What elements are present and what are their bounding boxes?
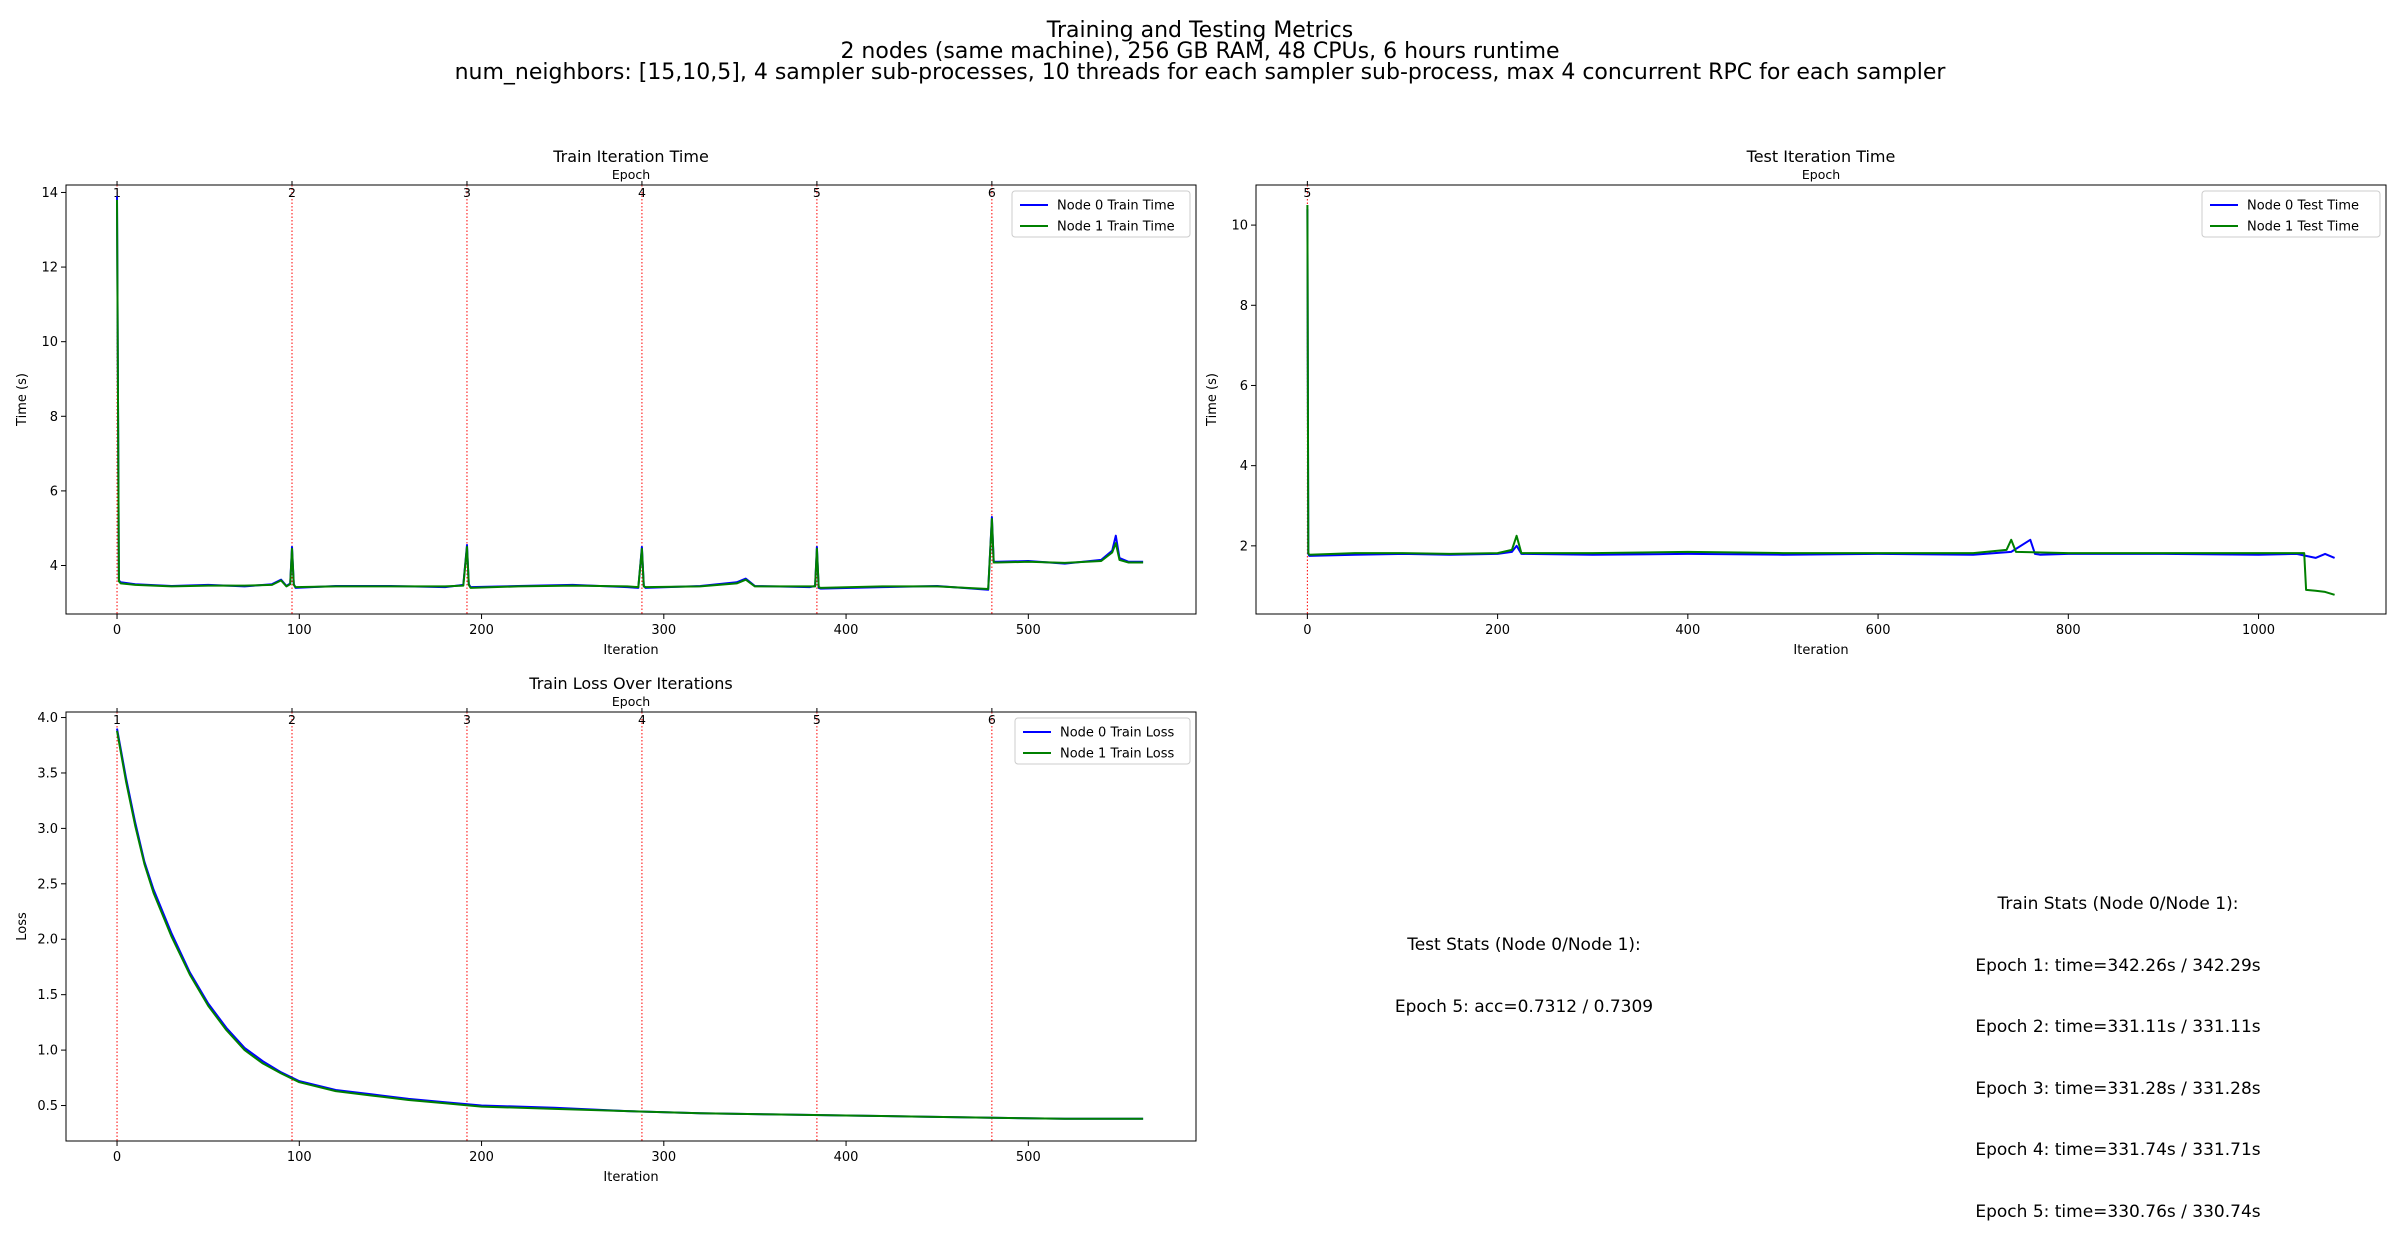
- x-tick-label: 300: [651, 623, 676, 638]
- epoch-marker-label: 6: [988, 712, 996, 727]
- y-tick-label: 0.5: [37, 1099, 58, 1114]
- x-axis-label: Iteration: [603, 643, 658, 658]
- x-tick-label: 400: [834, 623, 859, 638]
- y-tick-label: 4.0: [37, 711, 58, 726]
- epoch-marker-label: 3: [463, 185, 471, 200]
- x-axis-label: Iteration: [603, 1170, 658, 1185]
- y-tick-label: 2: [1240, 539, 1248, 554]
- x-tick-label: 0: [113, 1150, 121, 1165]
- y-tick-label: 14: [41, 186, 58, 201]
- chart-title: Test Iteration Time: [1746, 147, 1896, 166]
- suptitle-line-3: num_neighbors: [15,10,5], 4 sampler sub-…: [454, 60, 1946, 85]
- suptitle-line-1: Training and Testing Metrics: [1046, 18, 1354, 43]
- epoch-marker-label: 4: [638, 712, 646, 727]
- x-tick-label: 0: [113, 623, 121, 638]
- series-line: [116, 730, 1144, 1120]
- figure-suptitle: Training and Testing Metrics 2 nodes (sa…: [0, 18, 2400, 85]
- x-tick-label: 400: [834, 1150, 859, 1165]
- y-tick-label: 4: [50, 559, 58, 574]
- y-tick-label: 6: [50, 484, 58, 499]
- train-stats-title: Train Stats (Node 0/Node 1):: [1997, 894, 2239, 914]
- epoch-marker-label: 2: [288, 712, 296, 727]
- train-stats-line: Epoch 3: time=331.28s / 331.28s: [1975, 1078, 2261, 1099]
- legend-label: Node 1 Train Loss: [1060, 747, 1175, 762]
- series-line: [1306, 204, 2335, 596]
- plot-frame: [1255, 184, 2387, 615]
- series-line: [116, 196, 1144, 591]
- chart-title: Train Iteration Time: [552, 147, 709, 166]
- train-stats-panel: Train Stats (Node 0/Node 1): Epoch 1: ti…: [1918, 853, 2318, 1243]
- chart-title: Train Loss Over Iterations: [528, 674, 732, 693]
- y-axis-label: Time (s): [1205, 373, 1220, 427]
- x-tick-label: 1000: [2242, 623, 2275, 638]
- y-tick-label: 3.5: [37, 766, 58, 781]
- y-axis-label: Loss: [15, 912, 30, 941]
- x-tick-label: 200: [469, 623, 494, 638]
- y-tick-label: 8: [1240, 299, 1248, 314]
- y-tick-label: 10: [41, 335, 58, 350]
- epoch-marker-label: 2: [288, 185, 296, 200]
- legend-label: Node 1 Train Time: [1057, 220, 1175, 235]
- train-stats-line: Epoch 5: time=330.76s / 330.74s: [1975, 1201, 2261, 1222]
- x-tick-label: 200: [1485, 623, 1510, 638]
- y-tick-label: 2.0: [37, 933, 58, 948]
- x-tick-label: 800: [2056, 623, 2081, 638]
- legend-box: [1014, 717, 1191, 765]
- epoch-marker-label: 5: [813, 185, 821, 200]
- test-stats-panel: Test Stats (Node 0/Node 1): Epoch 5: acc…: [1324, 894, 1724, 1038]
- epoch-marker-label: 3: [463, 712, 471, 727]
- epoch-marker-label: 5: [813, 712, 821, 727]
- y-tick-label: 1.0: [37, 1044, 58, 1059]
- epoch-axis-label: Epoch: [612, 167, 650, 182]
- epoch-axis-label: Epoch: [612, 694, 650, 709]
- legend-label: Node 1 Test Time: [2247, 220, 2359, 235]
- x-tick-label: 500: [1016, 1150, 1041, 1165]
- legend-box: [1011, 190, 1191, 238]
- plot-frame: [65, 711, 1197, 1142]
- epoch-marker-label: 1: [113, 712, 121, 727]
- plot-frame: [65, 184, 1197, 615]
- epoch-marker-label: 6: [988, 185, 996, 200]
- y-tick-label: 2.5: [37, 877, 58, 892]
- y-tick-label: 8: [50, 410, 58, 425]
- epoch-marker-label: 1: [113, 185, 121, 200]
- train-stats-line: Epoch 1: time=342.26s / 342.29s: [1975, 955, 2261, 976]
- epoch-marker-label: 4: [638, 185, 646, 200]
- y-tick-label: 1.5: [37, 988, 58, 1003]
- suptitle-line-2: 2 nodes (same machine), 256 GB RAM, 48 C…: [840, 39, 1560, 64]
- legend-label: Node 0 Train Time: [1057, 199, 1175, 214]
- test-stats-title: Test Stats (Node 0/Node 1):: [1407, 935, 1641, 955]
- test-stats-line: Epoch 5: acc=0.7312 / 0.7309: [1394, 996, 1654, 1017]
- y-tick-label: 3.0: [37, 822, 58, 837]
- series-line: [1306, 209, 2335, 559]
- y-tick-label: 10: [1231, 219, 1248, 234]
- x-tick-label: 600: [1866, 623, 1891, 638]
- series-line: [116, 728, 1144, 1120]
- series-line: [116, 199, 1144, 590]
- x-tick-label: 100: [287, 623, 312, 638]
- x-tick-label: 200: [469, 1150, 494, 1165]
- x-tick-label: 0: [1303, 623, 1311, 638]
- train-stats-line: Epoch 4: time=331.74s / 331.71s: [1975, 1140, 2261, 1160]
- y-tick-label: 4: [1240, 459, 1248, 474]
- train-stats-line: Epoch 2: time=331.11s / 331.11s: [1975, 1017, 2261, 1037]
- epoch-axis-label: Epoch: [1802, 167, 1840, 182]
- x-axis-label: Iteration: [1793, 643, 1848, 658]
- x-tick-label: 100: [287, 1150, 312, 1165]
- legend-label: Node 0 Test Time: [2247, 199, 2359, 214]
- y-tick-label: 6: [1240, 379, 1248, 394]
- y-tick-label: 12: [41, 261, 58, 276]
- y-axis-label: Time (s): [15, 373, 30, 427]
- legend-box: [2201, 190, 2381, 238]
- epoch-marker-label: 5: [1303, 185, 1311, 200]
- x-tick-label: 400: [1675, 623, 1700, 638]
- legend-label: Node 0 Train Loss: [1060, 726, 1175, 741]
- x-tick-label: 300: [651, 1150, 676, 1165]
- x-tick-label: 500: [1016, 623, 1041, 638]
